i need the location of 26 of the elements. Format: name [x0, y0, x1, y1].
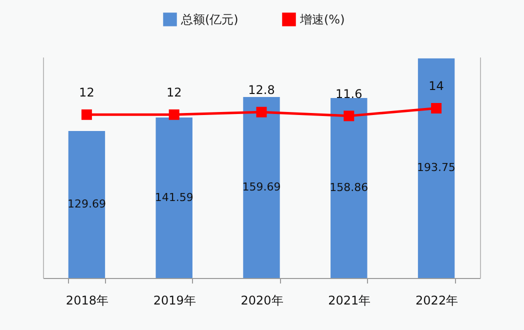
- data-label: 193.75: [417, 161, 456, 174]
- point: [81, 109, 92, 120]
- data-label: 12: [166, 86, 182, 100]
- point: [431, 103, 442, 114]
- point: [344, 110, 354, 122]
- data-label: 12: [79, 86, 94, 100]
- x-tick-label: 2021年: [328, 294, 371, 308]
- point: [256, 106, 267, 118]
- data-label: 158.86: [330, 180, 368, 194]
- x-tick-label: 2020年: [240, 294, 284, 308]
- bar: [68, 131, 106, 278]
- point: [168, 109, 180, 120]
- legend-label: 总额(亿元): [180, 12, 238, 26]
- bar: [330, 98, 368, 278]
- data-label: 12.8: [248, 83, 275, 98]
- legend-label: 增速(%): [299, 12, 345, 26]
- bar: [243, 97, 280, 278]
- x-tick-label: 2018年: [66, 294, 108, 308]
- data-label: 11.6: [336, 86, 362, 101]
- bar: [156, 118, 192, 278]
- data-label: 159.69: [242, 180, 281, 194]
- data-label: 141.59: [154, 190, 194, 204]
- bar: [418, 58, 455, 278]
- x-tick-label: 2022年: [416, 294, 458, 308]
- data-label: 14: [428, 79, 444, 94]
- x-tick-label: 2019年: [153, 294, 196, 308]
